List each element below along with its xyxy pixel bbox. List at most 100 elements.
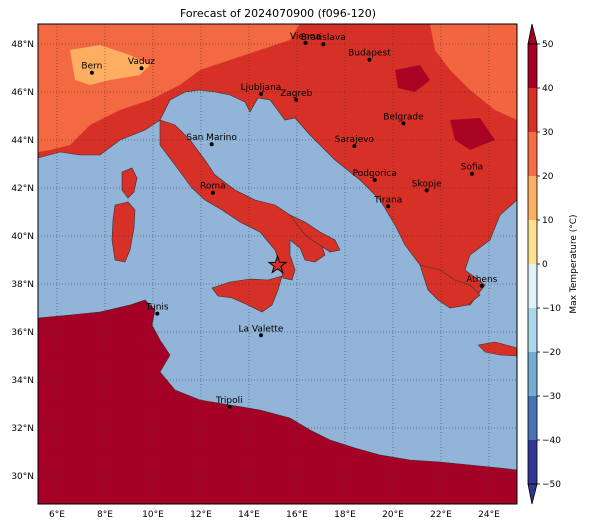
lon-axis: 6°E 8°E 10°E 12°E 14°E 16°E 18°E 20°E 22… <box>49 510 500 520</box>
colorbar-segment <box>528 308 537 353</box>
lat-tick-label: 44°N <box>11 136 34 146</box>
city-marker <box>321 42 326 47</box>
colorbar-tick-label: 10 <box>542 216 554 226</box>
colorbar-segment <box>528 132 537 177</box>
city-label: Athens <box>466 275 497 285</box>
land-puglia <box>289 214 341 253</box>
lat-tick-label: 32°N <box>11 424 34 434</box>
land-sardinia <box>111 201 136 263</box>
city-label: Bern <box>81 62 102 72</box>
city-marker <box>258 91 263 96</box>
city-marker <box>401 121 406 126</box>
colorbar-segment <box>528 396 537 441</box>
lon-tick-label: 16°E <box>286 510 308 520</box>
lat-tick-label: 42°N <box>11 184 34 194</box>
city-label: Tunis <box>145 303 169 313</box>
city-label: Tripoli <box>215 396 243 406</box>
colorbar-segment <box>528 440 537 485</box>
lat-tick-label: 36°N <box>11 328 34 338</box>
colorbar-tick-label: 30 <box>542 128 554 138</box>
land-africa <box>38 299 517 504</box>
city-marker <box>209 142 214 147</box>
lat-tick-label: 34°N <box>11 376 34 386</box>
colorbar-tick-label: −20 <box>542 348 561 358</box>
land-crete <box>477 341 517 357</box>
city-marker <box>89 70 94 75</box>
colorbar-label: Max Temperature (°C) <box>569 214 579 313</box>
city-marker <box>227 404 232 409</box>
city-marker <box>424 188 429 193</box>
city-label: Vaduz <box>128 57 155 67</box>
city-marker <box>479 283 484 288</box>
colorbar-tick-label: 0 <box>542 260 548 270</box>
colorbar-tick-label: −40 <box>542 436 561 446</box>
city-marker <box>210 190 215 195</box>
city-marker <box>294 97 299 102</box>
colorbar-tick-label: −50 <box>542 480 561 490</box>
lon-tick-label: 24°E <box>478 510 500 520</box>
lat-tick-label: 46°N <box>11 88 34 98</box>
lat-tick-label: 30°N <box>11 472 34 482</box>
temp-zone-40b <box>450 118 495 150</box>
city-marker <box>139 66 144 71</box>
city-marker <box>372 177 377 182</box>
city-label: San Marino <box>186 133 237 143</box>
city-marker <box>386 204 391 209</box>
city-label: Zagreb <box>280 89 312 99</box>
lon-tick-label: 14°E <box>238 510 260 520</box>
temp-zone-east <box>430 24 517 120</box>
lon-tick-label: 12°E <box>190 510 212 520</box>
city-label: Ljubljana <box>241 83 282 93</box>
temp-zone-40a <box>395 65 430 92</box>
city-label: Sarajevo <box>335 135 375 145</box>
lat-tick-label: 40°N <box>11 232 34 242</box>
colorbar-top-arrow <box>527 23 538 45</box>
city-label: La Valette <box>238 324 283 334</box>
colorbar-segment <box>528 176 537 221</box>
colorbar-tick-label: −30 <box>542 392 561 402</box>
city-label: Bratislava <box>301 33 346 43</box>
star-icon <box>267 254 288 274</box>
colorbar-segment <box>528 44 537 89</box>
lat-tick-label: 48°N <box>11 40 34 50</box>
city-label: Vienna <box>290 32 321 42</box>
city-label: Sofia <box>461 163 483 173</box>
lon-tick-label: 8°E <box>97 510 113 520</box>
lon-tick-label: 6°E <box>49 510 65 520</box>
city-label: Skopje <box>412 179 442 189</box>
land-sicily <box>211 275 283 313</box>
colorbar: 50 40 30 20 10 0 −10 −20 −30 −40 −50 Max Temperatu… <box>527 23 579 505</box>
colorbar-bottom-arrow <box>527 483 538 505</box>
lat-axis: 48°N 46°N 44°N 42°N 40°N 38°N 36°N 34°N … <box>11 40 34 482</box>
colorbar-tick-label: −10 <box>542 304 561 314</box>
city-marker <box>469 171 474 176</box>
city-marker <box>303 40 308 45</box>
lon-tick-label: 18°E <box>334 510 356 520</box>
colorbar-tick-label: 20 <box>542 172 554 182</box>
lat-tick-label: 38°N <box>11 280 34 290</box>
lon-tick-label: 22°E <box>430 510 452 520</box>
lon-tick-label: 20°E <box>382 510 404 520</box>
colorbar-segment <box>528 264 537 309</box>
city-marker <box>352 144 357 149</box>
land-greece <box>419 264 481 309</box>
land-corsica <box>121 167 138 199</box>
colorbar-segment <box>528 220 537 265</box>
city-marker <box>258 333 263 338</box>
colorbar-segment <box>528 352 537 397</box>
city-label: Podgorica <box>353 169 397 179</box>
city-label: Budapest <box>348 49 391 59</box>
lon-tick-label: 10°E <box>142 510 164 520</box>
map-frame <box>37 23 518 505</box>
colorbar-segment <box>528 88 537 133</box>
city-label: Belgrade <box>383 112 424 122</box>
city-marker <box>155 311 160 316</box>
colorbar-tick-label: 40 <box>542 84 554 94</box>
city-label: Tirana <box>373 195 402 205</box>
graticule <box>38 24 517 504</box>
city-marker <box>367 57 372 62</box>
temp-zone-20 <box>70 45 150 85</box>
colorbar-tick-label: 50 <box>542 40 554 50</box>
